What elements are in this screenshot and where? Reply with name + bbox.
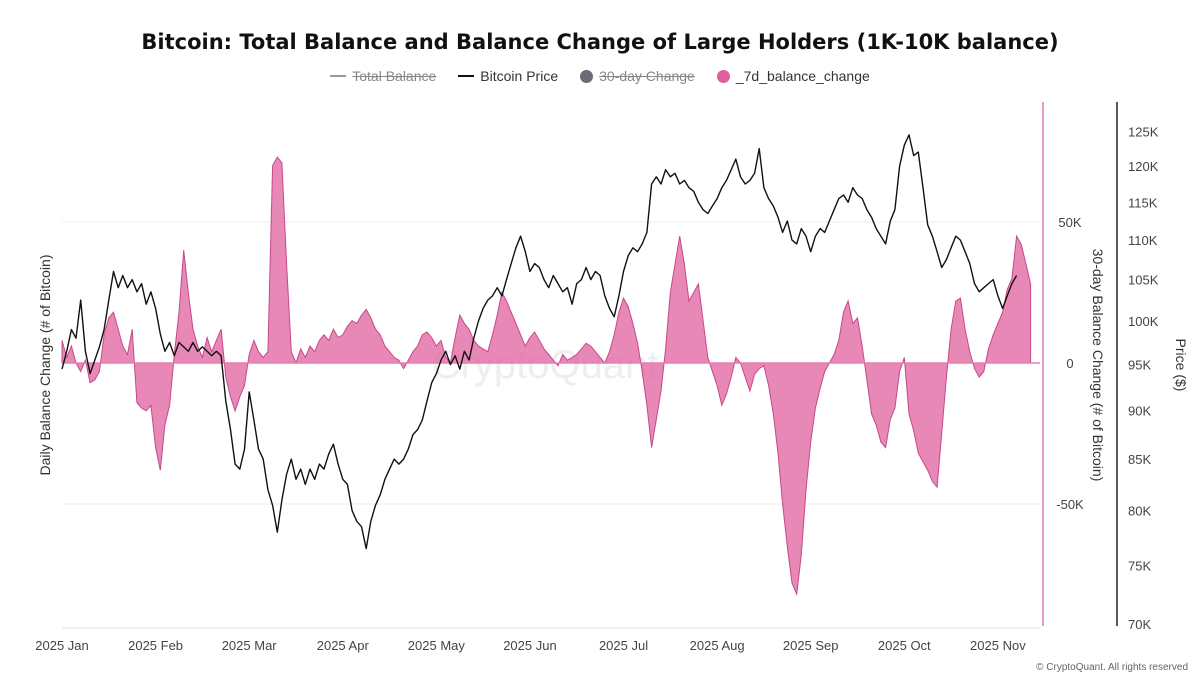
legend-label-3: _7d_balance_change	[735, 68, 870, 84]
price-tick-label-4: 105K	[1128, 273, 1159, 288]
balance-change-tick-label-0: 50K	[1058, 215, 1081, 230]
balance-change-area-layer	[61, 156, 1040, 597]
series-area-7d-balance-change	[61, 156, 1032, 597]
price-tick-label-7: 90K	[1128, 404, 1151, 419]
legend-item-0[interactable]: Total Balance	[330, 68, 436, 84]
chart-title: Bitcoin: Total Balance and Balance Chang…	[141, 30, 1059, 54]
price-tick-label-11: 70K	[1128, 617, 1151, 632]
legend-item-2[interactable]: 30-day Change	[580, 68, 695, 84]
x-tick-label-9: 2025 Oct	[878, 638, 931, 653]
price-tick-label-0: 125K	[1128, 124, 1159, 139]
legend-item-3[interactable]: _7d_balance_change	[716, 68, 870, 84]
x-tick-label-0: 2025 Jan	[35, 638, 89, 653]
price-tick-label-6: 95K	[1128, 358, 1151, 373]
price-tick-label-9: 80K	[1128, 504, 1151, 519]
grid-lines	[62, 221, 1040, 505]
legend-label-0: Total Balance	[352, 68, 437, 84]
price-tick-label-3: 110K	[1128, 233, 1158, 248]
y-axis-left-title: Daily Balance Change (# of Bitcoin)	[37, 254, 53, 475]
chart-legend: Total Balance Bitcoin Price 30-day Change _…	[0, 68, 1200, 84]
legend-marker-3	[716, 69, 730, 83]
copyright-footer: © CryptoQuant. All rights reserved	[1036, 662, 1188, 673]
price-line-layer	[61, 134, 1018, 550]
series-line-bitcoin-price	[61, 134, 1018, 550]
y-axis-right-title: 30-day Balance Change (# of Bitcoin)	[1090, 249, 1106, 482]
x-tick-label-1: 2025 Feb	[128, 638, 183, 653]
x-tick-label-5: 2025 Jun	[503, 638, 557, 653]
axes: 2025 Jan 2025 Feb 2025 Mar 2025 Apr 2025 May…	[35, 102, 1159, 653]
price-tick-label-1: 120K	[1128, 159, 1159, 174]
legend-label-1: Bitcoin Price	[480, 68, 559, 84]
price-tick-label-5: 100K	[1128, 314, 1159, 329]
price-tick-label-2: 115K	[1128, 195, 1158, 210]
x-tick-label-4: 2025 May	[408, 638, 466, 653]
x-tick-label-7: 2025 Aug	[690, 638, 745, 653]
price-tick-label-10: 75K	[1128, 558, 1151, 573]
price-tick-label-8: 85K	[1128, 452, 1151, 467]
x-tick-label-10: 2025 Nov	[970, 638, 1026, 653]
x-tick-label-8: 2025 Sep	[783, 638, 839, 653]
price-axis-title: Price ($)	[1173, 339, 1189, 392]
legend-marker-1	[458, 75, 475, 77]
balance-change-tick-label-2: -50K	[1056, 497, 1084, 512]
legend-label-2: 30-day Change	[599, 68, 695, 84]
x-tick-label-2: 2025 Mar	[222, 638, 278, 653]
legend-marker-0	[330, 75, 347, 77]
x-tick-label-6: 2025 Jul	[599, 638, 648, 653]
x-tick-label-3: 2025 Apr	[317, 638, 370, 653]
balance-change-tick-label-1: 0	[1066, 356, 1073, 371]
legend-item-1[interactable]: Bitcoin Price	[458, 68, 558, 84]
legend-marker-2	[580, 69, 594, 83]
